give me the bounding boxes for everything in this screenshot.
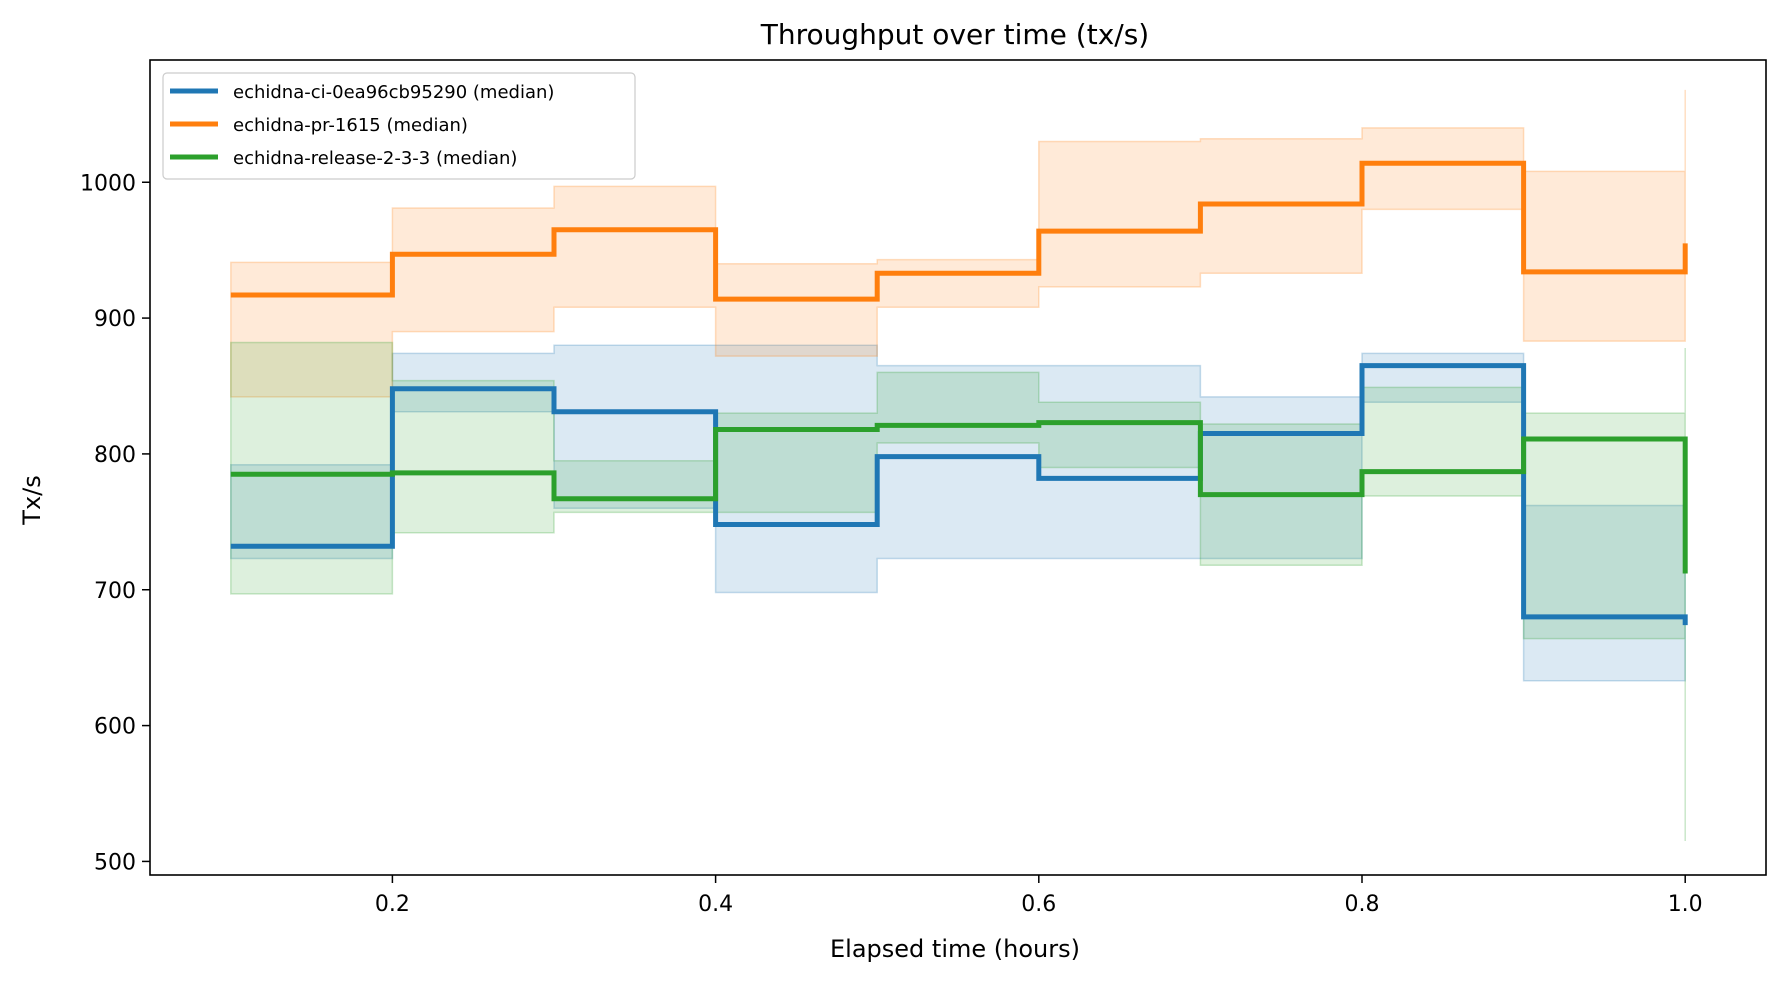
series-band-1 (230, 344, 1686, 682)
series-line-1 (230, 363, 1688, 626)
legend-items: echidna-ci-0ea96cb95290 (median) echidna-… (170, 82, 554, 169)
x-tick-label: 0.6 (1021, 892, 1056, 917)
x-tick-label: 0.8 (1345, 892, 1380, 917)
lines-layer (230, 160, 1688, 626)
y-axis-label: Tx/s (18, 475, 46, 525)
legend-box (162, 72, 636, 180)
legend-label: echidna-release-2-3-3 (median) (233, 148, 517, 169)
y-tick-label: 700 (94, 579, 136, 604)
series-band-3 (230, 341, 1686, 842)
series-band-2 (230, 89, 1686, 398)
series-line-3 (230, 420, 1688, 574)
y-tick-label: 800 (94, 443, 136, 468)
y-tick-label: 500 (94, 850, 136, 875)
series-line-2 (230, 160, 1688, 302)
y-axis: 500 600 700 800 900 1000 (80, 171, 150, 875)
legend-label: echidna-pr-1615 (median) (233, 115, 468, 136)
y-tick-label: 600 (94, 715, 136, 740)
x-axis: 0.2 0.4 0.6 0.8 1.0 (375, 875, 1703, 917)
x-axis-label: Elapsed time (hours) (830, 935, 1080, 963)
legend-label: echidna-ci-0ea96cb95290 (median) (233, 82, 554, 103)
chart-title: Throughput over time (tx/s) (760, 18, 1149, 51)
x-tick-label: 1.0 (1668, 892, 1703, 917)
y-tick-label: 1000 (80, 171, 136, 196)
legend: echidna-ci-0ea96cb95290 (median) echidna-… (162, 72, 636, 180)
x-tick-label: 0.4 (698, 892, 733, 917)
x-tick-label: 0.2 (375, 892, 410, 917)
plot-frame (149, 59, 1767, 876)
y-tick-label: 900 (94, 307, 136, 332)
bands-layer (230, 89, 1686, 842)
